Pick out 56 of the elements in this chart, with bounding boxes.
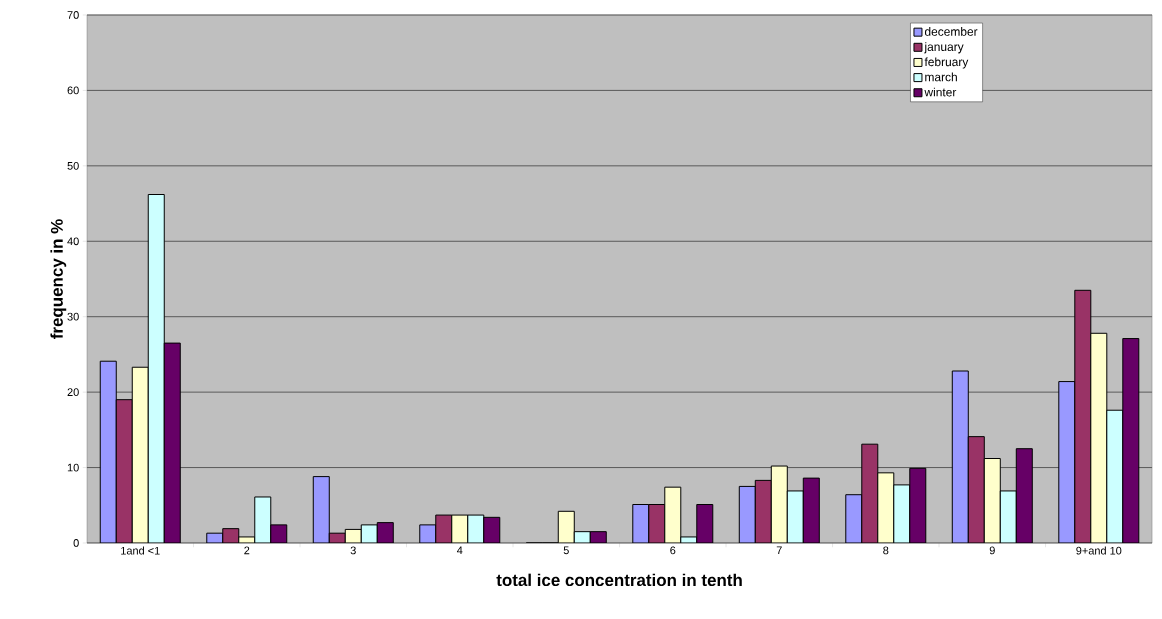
y-tick-label: 10 xyxy=(67,463,79,472)
y-tick-label: 20 xyxy=(67,388,79,397)
bar xyxy=(99,360,117,543)
bar xyxy=(1058,381,1076,543)
x-tick-label: 9 xyxy=(989,546,995,555)
y-tick-label: 70 xyxy=(67,11,79,19)
bar xyxy=(786,490,804,543)
bar xyxy=(967,436,985,543)
bar xyxy=(909,467,927,543)
y-tick-label: 50 xyxy=(67,161,79,170)
bar xyxy=(312,476,330,543)
bar xyxy=(1106,409,1124,543)
bar xyxy=(664,487,681,543)
y-tick-label: 30 xyxy=(67,312,79,321)
bar xyxy=(802,477,820,543)
bar xyxy=(877,472,895,543)
bar xyxy=(861,443,879,543)
bar xyxy=(951,370,969,543)
x-tick-label: 3 xyxy=(350,546,356,555)
x-tick-label: 4 xyxy=(456,546,463,555)
bar xyxy=(131,366,149,543)
y-tick-label: 0 xyxy=(73,539,79,547)
bar xyxy=(1122,338,1140,543)
bar xyxy=(115,399,133,543)
x-tick-label: 7 xyxy=(776,546,782,555)
y-tick-label: 60 xyxy=(67,86,79,95)
bar xyxy=(770,465,788,543)
bar xyxy=(147,194,165,543)
x-tick-label: 8 xyxy=(883,546,889,555)
bar xyxy=(999,490,1017,543)
legend-label: december xyxy=(924,27,978,36)
bar xyxy=(893,484,911,543)
x-tick-label: 6 xyxy=(670,546,676,555)
legend-label: winter xyxy=(924,87,957,97)
legend-label: january xyxy=(924,42,964,54)
bar xyxy=(648,504,665,543)
bar xyxy=(163,342,181,543)
bar xyxy=(845,494,863,543)
legend-label: february xyxy=(924,57,969,69)
x-tick-label: 9+and 10 xyxy=(1076,546,1122,555)
x-tick-label: 2 xyxy=(244,546,250,555)
y-tick-label: 40 xyxy=(67,237,79,246)
x-axis-title: total ice concentration in tenth xyxy=(496,573,742,587)
bar xyxy=(632,504,649,543)
x-tick-label: 1and <1 xyxy=(121,546,160,555)
bar xyxy=(1074,289,1092,543)
bar xyxy=(738,485,756,543)
bar xyxy=(1015,448,1033,543)
bar xyxy=(696,504,713,543)
legend-label: march xyxy=(925,72,957,82)
bar xyxy=(254,496,272,543)
y-axis-title: frequency in % xyxy=(50,219,67,339)
bar xyxy=(983,458,1001,543)
bar xyxy=(754,479,772,543)
bar xyxy=(1090,332,1108,543)
x-tick-label: 5 xyxy=(563,546,569,555)
